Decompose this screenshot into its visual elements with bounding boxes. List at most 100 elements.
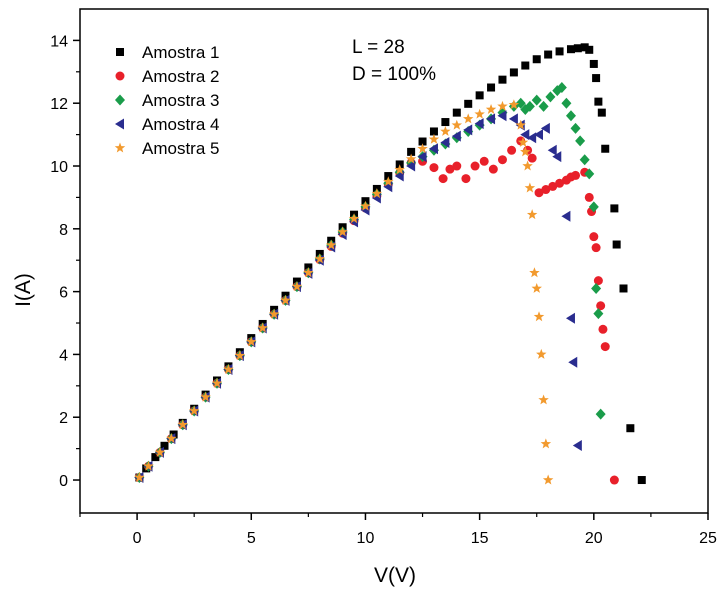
x-tick-label: 20	[585, 530, 603, 547]
data-point	[521, 61, 530, 70]
data-point	[542, 474, 554, 485]
data-point	[598, 324, 608, 334]
data-point	[609, 475, 619, 485]
y-tick-label: 10	[50, 159, 68, 176]
data-point	[417, 143, 428, 154]
data-point	[556, 82, 567, 94]
series-4	[134, 110, 582, 484]
data-point	[440, 125, 451, 136]
data-point	[540, 438, 552, 449]
data-point	[177, 419, 188, 430]
data-point	[595, 408, 606, 420]
data-point	[538, 394, 549, 405]
data-point	[570, 122, 581, 134]
data-point	[464, 99, 473, 108]
data-point	[531, 282, 542, 293]
data-point	[441, 118, 450, 127]
data-point	[280, 294, 291, 305]
data-point	[561, 210, 571, 222]
y-tick-label: 0	[59, 473, 68, 490]
legend-label: Amostra 2	[142, 67, 219, 86]
data-point	[526, 209, 538, 220]
data-point	[348, 213, 360, 224]
data-point	[487, 83, 496, 92]
data-point	[507, 145, 517, 155]
data-point	[619, 284, 628, 293]
data-point	[154, 446, 166, 457]
data-point	[575, 135, 586, 147]
data-point	[211, 377, 223, 388]
data-point	[451, 119, 463, 130]
data-point	[462, 113, 474, 124]
data-point	[371, 188, 383, 199]
data-point	[451, 130, 461, 142]
legend-label: Amostra 4	[142, 115, 219, 134]
x-axis-title: V(V)	[374, 564, 416, 587]
data-point	[534, 129, 544, 141]
data-point	[555, 178, 565, 188]
data-point	[531, 94, 542, 106]
data-point	[572, 439, 582, 451]
data-point	[166, 433, 177, 444]
plot-frame	[79, 8, 709, 514]
data-point	[291, 281, 303, 292]
data-point	[486, 113, 496, 125]
y-tick-label: 2	[59, 410, 68, 427]
data-point	[571, 170, 581, 180]
data-point	[134, 472, 145, 482]
data-point	[452, 108, 461, 117]
data-point	[584, 168, 595, 180]
data-point	[545, 91, 556, 103]
data-point	[314, 253, 326, 264]
x-tick-label: 15	[471, 530, 489, 547]
data-point	[303, 267, 314, 278]
data-point	[561, 97, 572, 109]
data-point	[555, 47, 564, 56]
data-point	[520, 146, 531, 157]
data-point	[463, 124, 473, 136]
data-point	[592, 74, 601, 83]
data-point	[529, 267, 540, 278]
series-5	[134, 99, 554, 485]
data-point	[200, 391, 211, 402]
data-point	[497, 155, 507, 165]
data-point	[246, 336, 257, 347]
data-point	[394, 170, 404, 182]
data-point	[548, 181, 558, 191]
legend-marker	[116, 48, 124, 56]
data-point	[626, 424, 635, 433]
data-point	[588, 201, 599, 213]
data-point	[470, 161, 480, 171]
data-point	[593, 308, 604, 320]
data-point	[428, 143, 438, 155]
data-point	[407, 147, 416, 156]
data-point	[532, 55, 541, 64]
legend-marker	[115, 71, 125, 81]
data-point	[383, 176, 394, 187]
data-point	[541, 185, 551, 195]
data-point	[544, 50, 553, 59]
y-axis-title: I(A)	[12, 273, 35, 307]
data-point	[527, 132, 537, 144]
data-point	[520, 129, 530, 141]
data-point	[591, 243, 601, 253]
legend-label: Amostra 5	[142, 139, 219, 158]
x-tick-label: 25	[699, 530, 717, 547]
data-point	[394, 164, 405, 175]
data-point	[552, 151, 562, 163]
data-point	[637, 476, 646, 485]
data-point	[429, 127, 438, 136]
data-point	[536, 348, 547, 359]
data-point	[509, 68, 518, 77]
data-point	[497, 100, 508, 111]
data-point	[580, 43, 589, 52]
data-point	[337, 226, 348, 237]
data-point	[474, 118, 484, 130]
data-point	[417, 151, 427, 163]
x-tick-label: 10	[357, 530, 375, 547]
data-point	[461, 174, 471, 184]
y-tick-label: 6	[59, 285, 68, 302]
x-tick-label: 5	[247, 530, 256, 547]
data-point	[429, 163, 439, 173]
data-point	[594, 97, 603, 106]
